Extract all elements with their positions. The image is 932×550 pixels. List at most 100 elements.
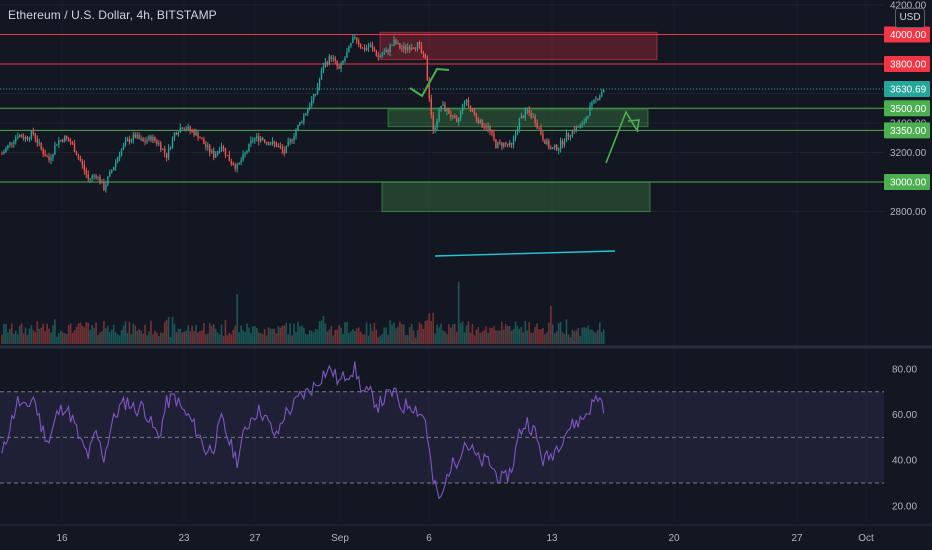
candle-body <box>520 115 523 119</box>
candle-body <box>340 63 342 69</box>
currency-button[interactable]: USD <box>895 8 925 28</box>
candle-body <box>226 154 229 156</box>
volume-bar <box>585 327 587 344</box>
x-tick-label: 27 <box>249 533 261 544</box>
candle-body <box>530 113 532 118</box>
candle-body <box>593 99 595 103</box>
candle-body <box>559 140 562 149</box>
candle-body <box>342 60 344 64</box>
volume-bar <box>312 332 315 344</box>
candle-body <box>418 42 421 46</box>
candle-body <box>201 138 203 140</box>
candle-body <box>273 141 276 144</box>
candle-body <box>316 86 319 95</box>
volume-bar <box>555 331 558 344</box>
resistance-price-label: 3800.00 <box>890 60 927 71</box>
volume-bar <box>471 323 474 344</box>
candle-body <box>363 48 366 51</box>
volume-bar <box>230 334 233 344</box>
candle-body <box>430 98 432 116</box>
volume-bar <box>116 334 119 344</box>
candle-body <box>101 181 103 184</box>
candle-body <box>420 45 423 53</box>
volume-bar <box>46 323 48 344</box>
candle-body <box>457 118 460 122</box>
candle-body <box>150 136 152 141</box>
candle-body <box>146 140 148 142</box>
candle-body <box>28 138 31 140</box>
candle-body <box>434 127 436 130</box>
x-tick-label: 23 <box>178 533 190 544</box>
candle-body <box>348 46 350 53</box>
volume-bar <box>205 334 207 344</box>
candle-body <box>171 137 174 148</box>
volume-bar <box>397 326 399 344</box>
volume-bar <box>493 325 495 344</box>
candle-body <box>97 176 99 178</box>
candle-body <box>534 116 536 123</box>
candle-body <box>454 115 456 119</box>
volume-bar <box>373 322 376 344</box>
candle-body <box>334 58 336 61</box>
volume-bar <box>565 319 568 344</box>
volume-bar <box>140 330 142 344</box>
volume-bar <box>575 330 578 344</box>
volume-bar <box>191 325 193 344</box>
volume-bar <box>340 327 342 344</box>
volume-bar <box>579 335 581 344</box>
candle-body <box>499 142 501 144</box>
volume-bar <box>7 332 9 344</box>
volume-bar <box>422 329 425 344</box>
volume-bar <box>387 334 389 344</box>
volume-bar <box>171 316 174 344</box>
volume-bar <box>354 331 356 344</box>
volume-bar <box>93 327 95 344</box>
volume-bar <box>256 327 258 344</box>
candle-body <box>326 62 329 65</box>
volume-bar <box>303 327 305 344</box>
candle-body <box>130 139 133 143</box>
candle-body <box>205 144 207 148</box>
candle-body <box>187 126 189 130</box>
candle-body <box>197 131 199 138</box>
volume-bar <box>404 335 407 344</box>
candle-body <box>550 148 552 150</box>
volume-bar <box>216 332 219 344</box>
volume-bar <box>332 335 335 344</box>
volume-bar <box>499 330 501 344</box>
volume-bar <box>512 329 515 344</box>
volume-bar <box>40 327 42 344</box>
volume-bar <box>593 331 595 344</box>
candle-body <box>497 142 499 148</box>
volume-bar <box>573 331 576 344</box>
candle-body <box>254 138 256 141</box>
candle-body <box>162 148 164 150</box>
volume-bar <box>279 327 282 344</box>
volume-bar <box>179 329 182 344</box>
candle-body <box>452 115 454 118</box>
candle-body <box>228 155 231 162</box>
candle-body <box>573 130 576 132</box>
candle-body <box>330 56 332 60</box>
candle-body <box>175 132 178 135</box>
volume-bar <box>283 325 286 344</box>
volume-bar <box>101 331 103 344</box>
volume-bar <box>134 325 137 344</box>
candle-body <box>365 47 368 51</box>
candle-body <box>87 174 89 179</box>
candle-body <box>242 154 244 161</box>
candle-body <box>391 44 393 46</box>
volume-bar <box>130 334 133 344</box>
candle-body <box>526 110 528 112</box>
volume-bar <box>291 335 293 344</box>
volume-bar <box>20 323 23 344</box>
volume-bar <box>600 332 603 344</box>
volume-bar <box>522 332 525 344</box>
candle-body <box>309 106 311 109</box>
volume-bar <box>99 332 101 344</box>
candle-body <box>42 149 44 155</box>
volume-bar <box>156 332 158 344</box>
candle-body <box>113 166 115 171</box>
candle-body <box>183 128 185 130</box>
